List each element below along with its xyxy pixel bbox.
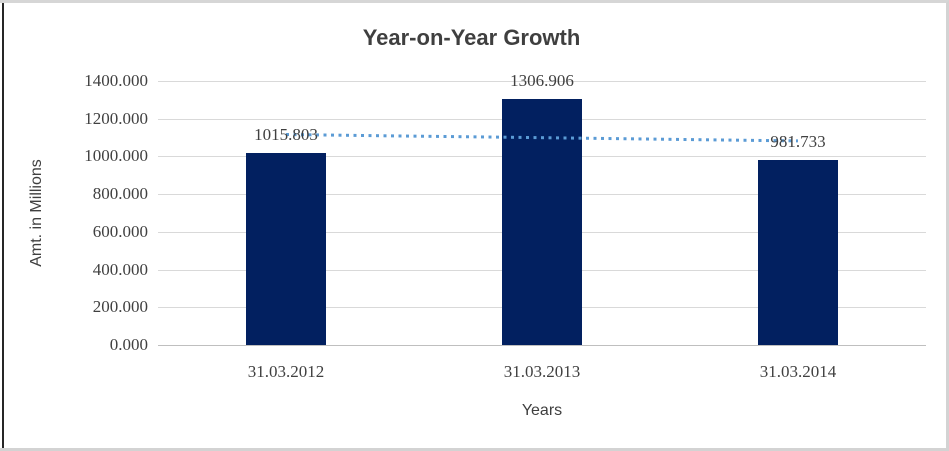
gridline (158, 81, 926, 82)
y-axis-tick-label: 400.000 (92, 259, 148, 279)
plot-area: 0.000 200.000 400.000 600.000 800.000 1000.00… (0, 3, 946, 448)
y-axis-tick-label: 600.000 (92, 221, 148, 241)
bar-value-label: 1306.906 (510, 70, 574, 90)
bar (758, 159, 838, 345)
bar (246, 153, 326, 345)
y-axis-tick-label: 1200.000 (84, 108, 148, 128)
bar-value-label: 1015.803 (254, 125, 318, 145)
left-cell-border (2, 3, 4, 448)
y-axis-tick-label: 1400.000 (84, 71, 148, 90)
y-axis-tick-label: 0.000 (109, 335, 148, 354)
y-axis-tick-label: 1000.000 (84, 146, 148, 166)
y-axis-tick-label: 200.000 (92, 297, 148, 317)
x-axis-title: Years (521, 402, 563, 419)
chart-title: Year-on-Year Growth (362, 25, 581, 50)
x-axis-line (158, 345, 926, 346)
y-axis-tick-label: 800.000 (92, 184, 148, 204)
x-axis-tick-label: 31.03.2012 (247, 362, 325, 381)
bar (502, 98, 582, 345)
x-axis-tick-label: 31.03.2013 (503, 362, 581, 381)
bar-value-label: 981.733 (770, 131, 826, 151)
x-axis-tick-label: 31.03.2014 (759, 362, 837, 381)
yoy-growth-chart: Year-on-Year Growth Amt. in Millions Yea… (0, 3, 946, 448)
